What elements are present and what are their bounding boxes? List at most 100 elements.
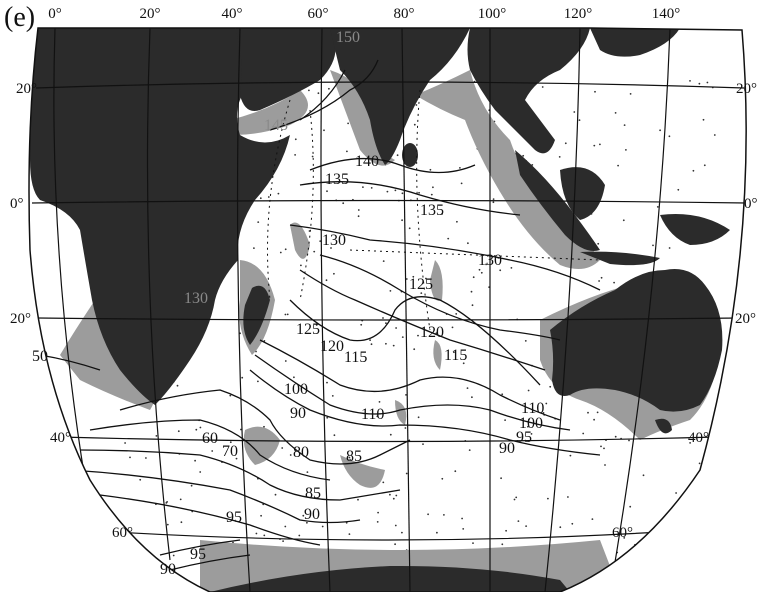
contour-label: 115: [344, 349, 367, 366]
stipple-dot: [313, 250, 316, 253]
lon-label: 120°: [564, 6, 593, 22]
stipple-dot: [346, 150, 348, 153]
stipple-dot: [259, 197, 262, 200]
stipple-dot: [293, 376, 295, 379]
stipple-dot: [480, 271, 483, 274]
stipple-dot: [281, 447, 284, 449]
stipple-dot: [326, 416, 329, 419]
stipple-dot: [257, 221, 260, 224]
stipple-dot: [155, 435, 158, 437]
stipple-dot: [190, 484, 193, 487]
stipple-dot: [460, 182, 463, 185]
stipple-dot: [394, 543, 396, 546]
stipple-dot: [587, 411, 589, 414]
stipple-dot: [121, 548, 124, 551]
stipple-dot: [145, 457, 147, 459]
panel-label: (e): [4, 2, 36, 33]
stipple-dot: [617, 164, 619, 167]
stipple-dot: [703, 164, 706, 167]
stipple-dot: [622, 219, 625, 222]
stipple-dot: [342, 202, 345, 205]
lat-label: 0°: [10, 196, 24, 212]
stipple-dot: [501, 393, 504, 396]
stipple-dot: [330, 247, 332, 249]
lon-label: 60°: [308, 6, 329, 22]
borneo-island: [560, 167, 605, 220]
stipple-dot: [385, 342, 387, 345]
contour-label: 135: [420, 202, 444, 219]
contour-label: 90: [160, 561, 176, 578]
stipple-dot: [492, 198, 495, 201]
stipple-dot: [298, 534, 301, 537]
stipple-dot: [625, 149, 627, 151]
contour-label: 120: [320, 338, 344, 355]
stipple-dot: [284, 525, 287, 528]
stipple-dot: [505, 529, 507, 532]
stipple-dot: [199, 471, 202, 473]
contour-label: 150: [336, 29, 360, 46]
sri-lanka-island: [402, 143, 418, 167]
stipple-dot: [545, 402, 548, 405]
stipple-dot: [425, 277, 427, 280]
stipple-dot: [306, 521, 308, 524]
stipple-dot: [713, 134, 716, 136]
stipple-dot: [706, 81, 709, 84]
contour-label: 85: [346, 448, 362, 465]
contour-label: 95: [226, 509, 242, 526]
stipple-dot: [600, 276, 603, 279]
stipple-dot: [392, 497, 395, 500]
madagascar-island: [243, 285, 270, 345]
lat-label: 0°: [744, 196, 758, 212]
stipple-dot: [385, 322, 387, 324]
contour-label: 90: [290, 405, 306, 422]
stipple-dot: [401, 531, 403, 534]
stipple-dot: [326, 381, 328, 384]
arabia-landmass: [235, 28, 336, 111]
stipple-dot: [468, 449, 471, 451]
stipple-dot: [389, 493, 391, 496]
stipple-dot: [668, 247, 671, 249]
lat-label: 40°: [50, 430, 71, 446]
contour-label: 140: [355, 153, 379, 170]
stipple-dot: [229, 441, 232, 444]
stipple-dot: [522, 154, 525, 157]
stipple-dot: [321, 525, 324, 528]
stipple-dot: [541, 86, 544, 88]
stipple-dot: [528, 418, 530, 421]
stipple-dot: [472, 276, 475, 279]
lat-label: 20°: [16, 81, 37, 97]
stipple-dot: [613, 281, 615, 284]
stipple-dot: [513, 498, 516, 501]
stipple-dot: [386, 190, 389, 193]
lat-label: 40°: [688, 430, 709, 446]
stipple-dot: [467, 242, 469, 245]
stipple-dot: [604, 464, 606, 466]
stipple-dot: [369, 339, 371, 341]
contour-label: 125: [296, 321, 320, 338]
stipple-dot: [294, 138, 297, 141]
stipple-dot: [441, 477, 444, 480]
stipple-dot: [315, 324, 318, 326]
stipple-dot: [420, 292, 423, 294]
stipple-dot: [408, 227, 411, 230]
stipple-dot: [370, 343, 373, 346]
stipple-dot: [176, 384, 179, 387]
contour-value-labels: 150 145 140 135 135 130 130 130 125 125 …: [32, 29, 544, 578]
stipple-dot: [591, 518, 594, 520]
stipple-dot: [571, 522, 574, 525]
stipple-dot: [698, 82, 701, 85]
stipple-dot: [443, 514, 445, 516]
stipple-dot: [412, 275, 415, 278]
stipple-dot: [642, 474, 645, 477]
stipple-dot: [241, 376, 244, 379]
stipple-dot: [675, 492, 677, 494]
stipple-dot: [300, 264, 302, 267]
contour-label: 95: [516, 429, 532, 446]
stipple-dot: [593, 144, 596, 147]
stipple-dot: [594, 90, 596, 93]
contour-label: 85: [305, 485, 321, 502]
stipple-dot: [524, 340, 527, 342]
stipple-dot: [401, 336, 404, 338]
stipple-dot: [515, 496, 518, 499]
stipple-dot: [582, 432, 585, 435]
